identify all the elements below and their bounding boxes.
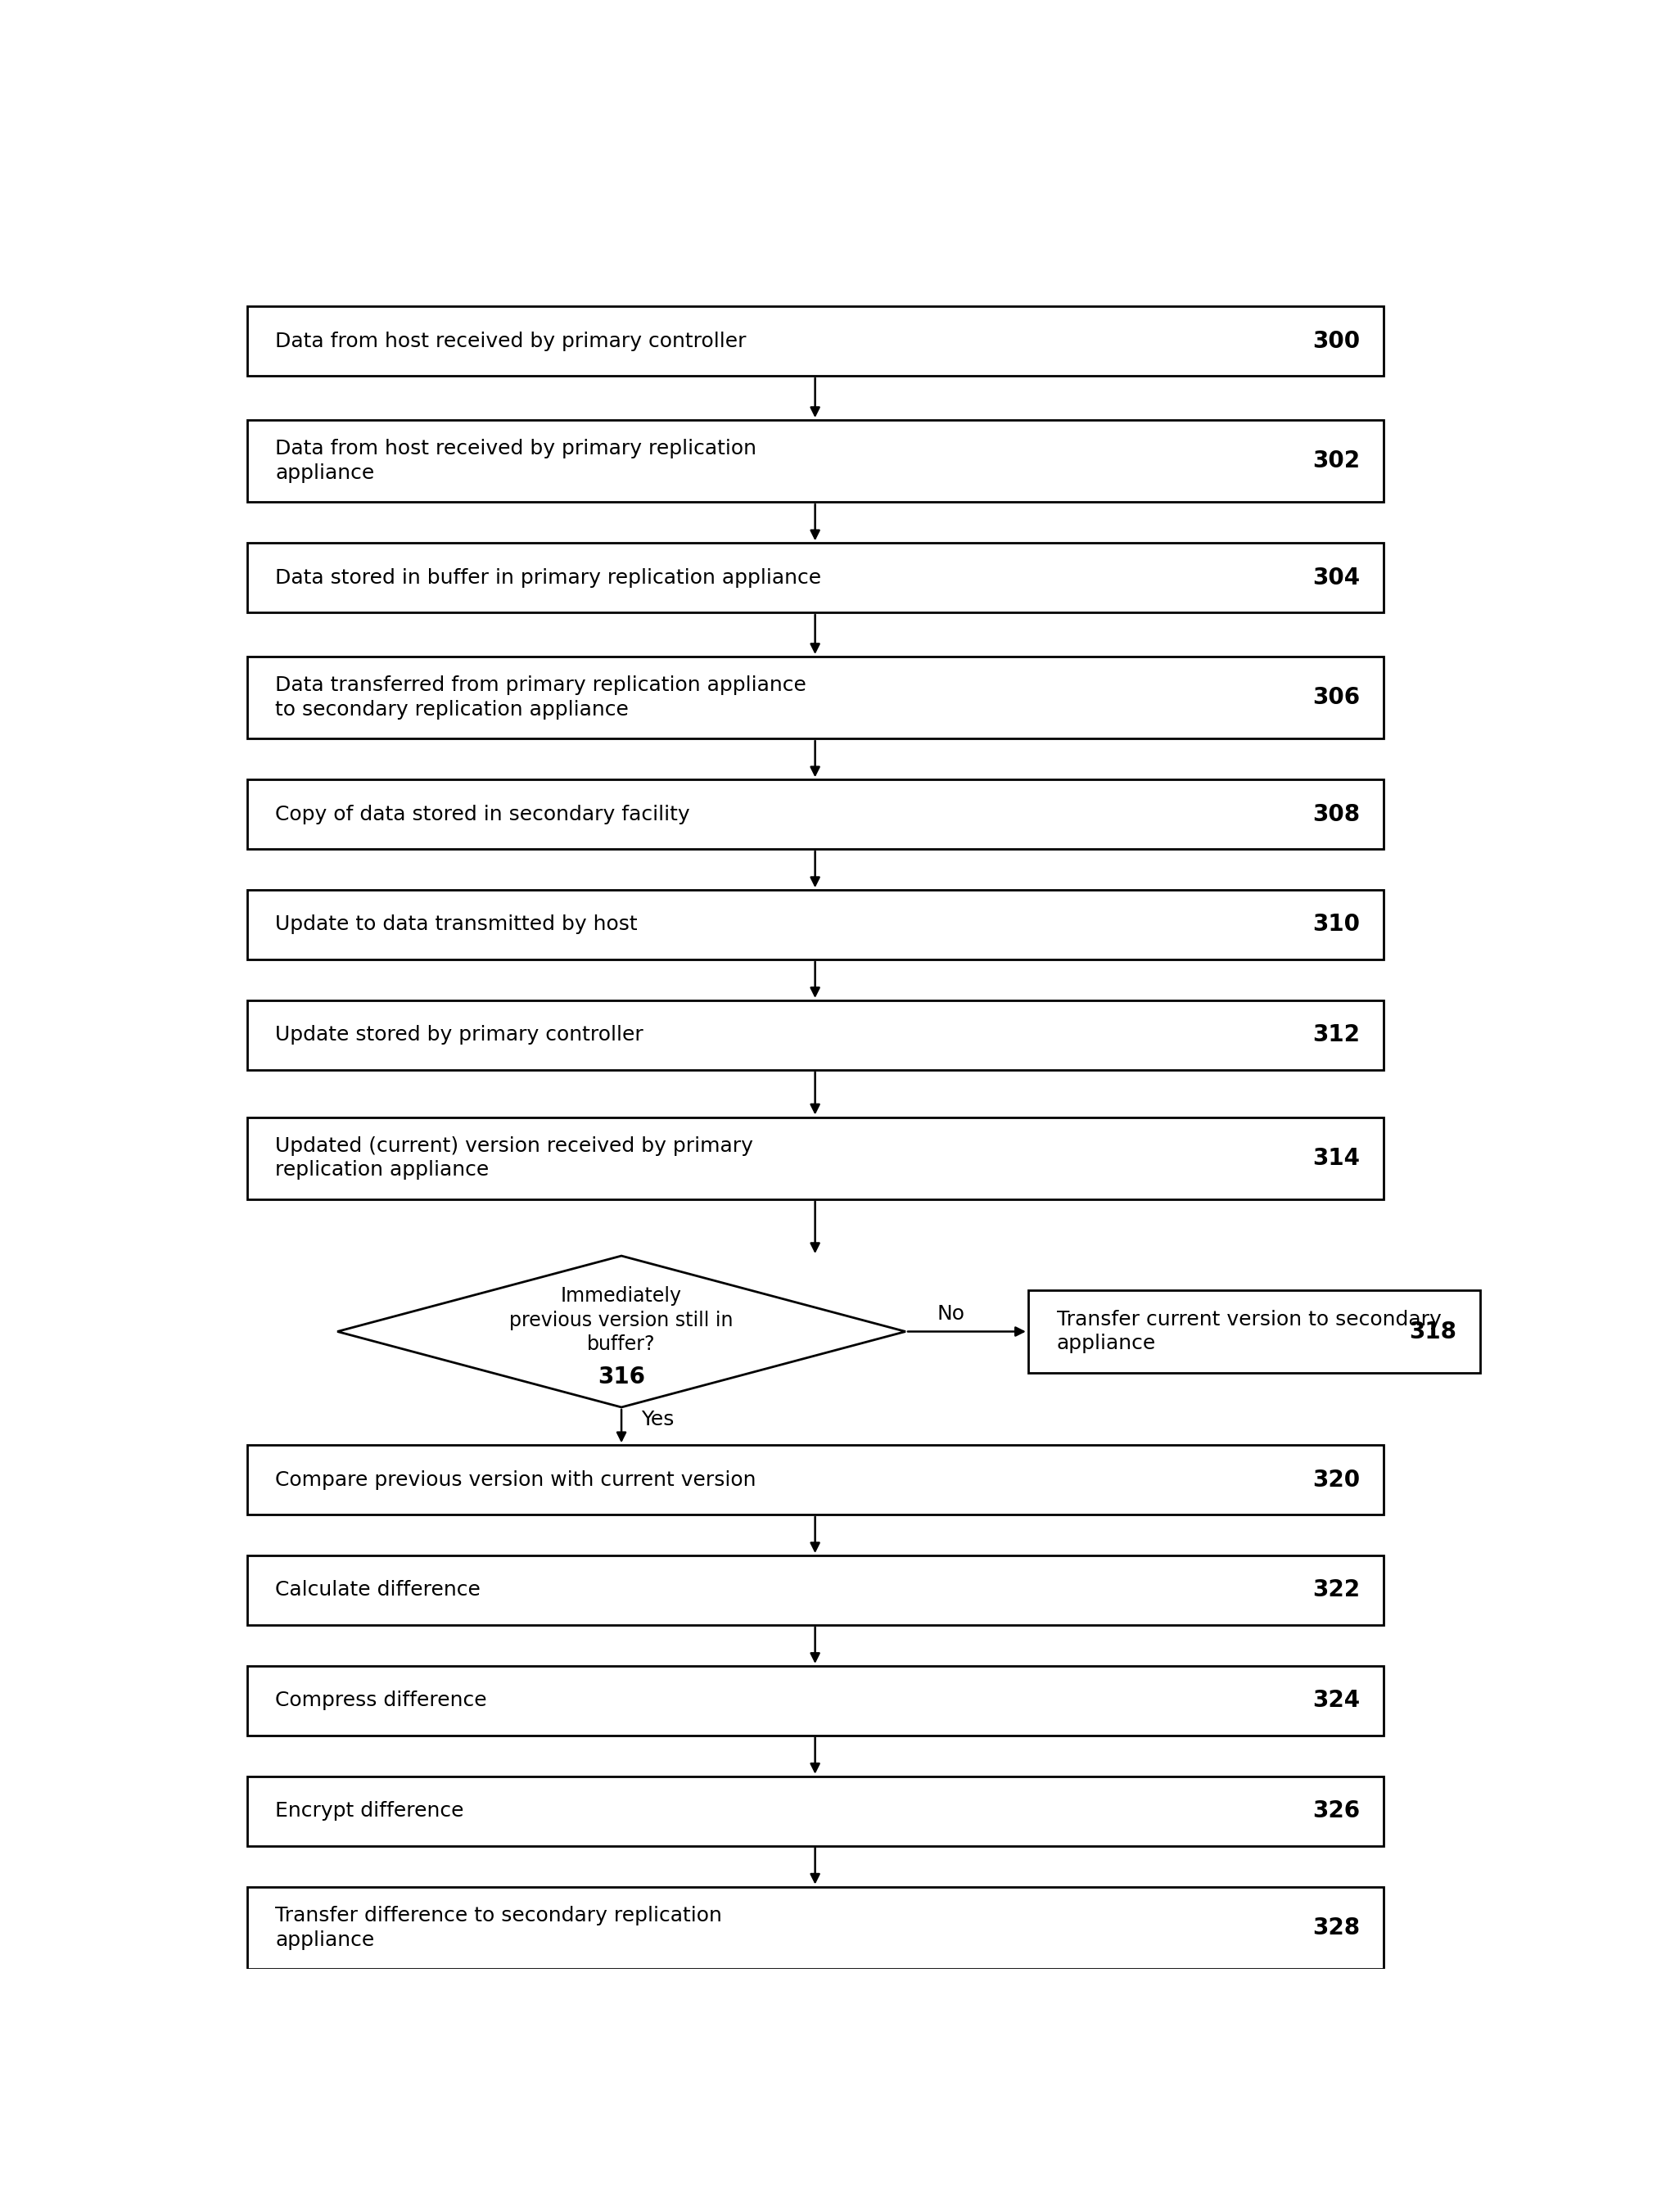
Bar	[247, 779, 1383, 849]
Text: 322: 322	[1313, 1579, 1359, 1601]
Text: 306: 306	[1313, 686, 1359, 710]
Bar	[247, 1776, 1383, 1845]
Text: 320: 320	[1313, 1469, 1359, 1491]
Text: 316: 316	[598, 1365, 645, 1389]
Text: Immediately
previous version still in
buffer?: Immediately previous version still in bu…	[510, 1285, 733, 1354]
Text: 302: 302	[1313, 449, 1359, 473]
Bar	[247, 1117, 1383, 1199]
Text: Data from host received by primary controller: Data from host received by primary contr…	[275, 332, 746, 352]
Text: Compare previous version with current version: Compare previous version with current ve…	[275, 1471, 756, 1489]
Text: Update stored by primary controller: Update stored by primary controller	[275, 1024, 643, 1044]
Text: Data transferred from primary replication appliance
to secondary replication app: Data transferred from primary replicatio…	[275, 675, 806, 719]
Bar	[247, 1444, 1383, 1515]
Bar	[247, 889, 1383, 960]
Text: Compress difference: Compress difference	[275, 1690, 486, 1710]
Bar	[247, 1887, 1383, 1969]
Bar	[247, 1555, 1383, 1626]
Text: 328: 328	[1313, 1916, 1359, 1940]
Text: 304: 304	[1313, 566, 1359, 588]
Text: 300: 300	[1313, 330, 1359, 352]
Text: Transfer current version to secondary
appliance: Transfer current version to secondary ap…	[1056, 1310, 1441, 1354]
Text: Data stored in buffer in primary replication appliance: Data stored in buffer in primary replica…	[275, 568, 821, 588]
Bar	[247, 1000, 1383, 1071]
Text: Transfer difference to secondary replication
appliance: Transfer difference to secondary replica…	[275, 1907, 723, 1949]
Text: Yes: Yes	[641, 1409, 673, 1429]
Bar	[247, 420, 1383, 502]
Text: Calculate difference: Calculate difference	[275, 1579, 481, 1599]
Text: Data from host received by primary replication
appliance: Data from host received by primary repli…	[275, 438, 756, 482]
Text: 326: 326	[1313, 1801, 1359, 1823]
Text: Updated (current) version received by primary
replication appliance: Updated (current) version received by pr…	[275, 1137, 753, 1179]
Text: Encrypt difference: Encrypt difference	[275, 1801, 465, 1820]
Bar	[1028, 1290, 1479, 1371]
Text: 308: 308	[1313, 803, 1359, 825]
Bar	[247, 1666, 1383, 1734]
Text: Update to data transmitted by host: Update to data transmitted by host	[275, 916, 638, 933]
Bar	[247, 542, 1383, 613]
Text: 324: 324	[1313, 1690, 1359, 1712]
Text: 310: 310	[1313, 914, 1359, 936]
Text: Copy of data stored in secondary facility: Copy of data stored in secondary facilit…	[275, 805, 690, 825]
Text: 318: 318	[1409, 1321, 1456, 1343]
Bar	[247, 657, 1383, 739]
Text: No: No	[936, 1305, 965, 1325]
Text: 314: 314	[1313, 1146, 1359, 1170]
Text: 312: 312	[1313, 1024, 1359, 1046]
Bar	[247, 307, 1383, 376]
Polygon shape	[338, 1256, 906, 1407]
